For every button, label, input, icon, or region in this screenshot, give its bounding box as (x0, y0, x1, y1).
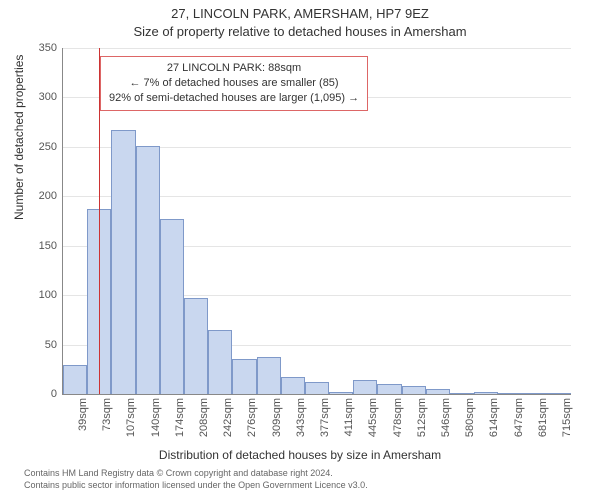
bar (208, 330, 232, 394)
x-axis-label: Distribution of detached houses by size … (0, 448, 600, 462)
x-tick-label: 445sqm (367, 398, 379, 437)
x-tick-label: 411sqm (343, 398, 355, 436)
callout-line1: 27 LINCOLN PARK: 88sqm (109, 61, 359, 76)
x-tick-label: 242sqm (222, 398, 234, 437)
bar (450, 393, 474, 394)
x-tick-label: 478sqm (392, 398, 404, 437)
title-subtitle: Size of property relative to detached ho… (0, 24, 600, 39)
bar (257, 357, 281, 394)
x-tick-label: 715sqm (561, 398, 573, 437)
x-tick-label: 309sqm (271, 398, 283, 437)
gridline (63, 48, 571, 49)
x-tick-label: 580sqm (464, 398, 476, 437)
callout-line3: 92% of semi-detached houses are larger (… (109, 91, 359, 106)
bar (184, 298, 208, 394)
x-tick-label: 681sqm (537, 398, 549, 437)
footer-line2: Contains public sector information licen… (0, 480, 600, 490)
bar (353, 380, 377, 394)
bar (160, 219, 184, 394)
x-tick-label: 343sqm (295, 398, 307, 437)
chart-wrap: 27, LINCOLN PARK, AMERSHAM, HP7 9EZ Size… (0, 0, 600, 500)
x-tick-label: 107sqm (125, 398, 137, 437)
x-tick-label: 39sqm (77, 398, 89, 431)
bar (498, 393, 522, 394)
y-axis-label: Number of detached properties (12, 55, 26, 220)
y-tick-label: 150 (39, 240, 57, 252)
footer-line1: Contains HM Land Registry data © Crown c… (0, 468, 600, 478)
bar (523, 393, 547, 394)
y-tick-label: 50 (45, 339, 57, 351)
bar (402, 386, 426, 394)
y-tick-label: 0 (51, 388, 57, 400)
y-tick-label: 300 (39, 91, 57, 103)
x-tick-label: 276sqm (246, 398, 258, 437)
x-tick-label: 377sqm (319, 398, 331, 437)
bar (136, 146, 160, 394)
bar (377, 384, 401, 394)
y-tick-label: 250 (39, 141, 57, 153)
y-tick-label: 100 (39, 289, 57, 301)
x-tick-label: 174sqm (174, 398, 186, 437)
y-tick-label: 200 (39, 190, 57, 202)
title-address: 27, LINCOLN PARK, AMERSHAM, HP7 9EZ (0, 6, 600, 21)
x-tick-label: 512sqm (416, 398, 428, 437)
bar (426, 389, 450, 394)
y-tick-label: 350 (39, 42, 57, 54)
bar (329, 392, 353, 394)
x-tick-label: 546sqm (440, 398, 452, 437)
callout-box: 27 LINCOLN PARK: 88sqm ← 7% of detached … (100, 56, 368, 111)
x-tick-label: 140sqm (150, 398, 162, 437)
x-tick-label: 208sqm (198, 398, 210, 437)
bar (281, 377, 305, 394)
x-tick-label: 647sqm (513, 398, 525, 437)
bar (111, 130, 135, 394)
bar (232, 359, 256, 394)
bar (547, 393, 571, 394)
x-tick-label: 73sqm (101, 398, 113, 431)
callout-line2: ← 7% of detached houses are smaller (85) (109, 76, 359, 91)
x-tick-label: 614sqm (488, 398, 500, 437)
bar (63, 365, 87, 394)
bar (474, 392, 498, 394)
bar (305, 382, 329, 394)
